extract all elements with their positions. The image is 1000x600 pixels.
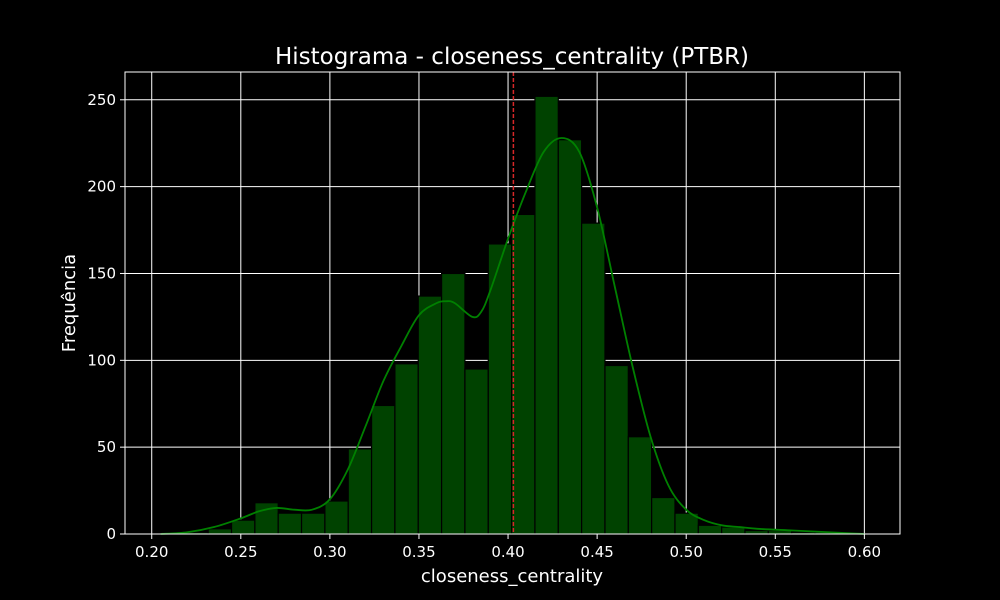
histogram-bar bbox=[511, 213, 536, 535]
histogram-bar bbox=[300, 512, 326, 535]
kde-curve bbox=[160, 137, 865, 535]
histogram-bar bbox=[464, 368, 489, 535]
histogram-bar bbox=[604, 364, 629, 535]
histogram-bar bbox=[557, 139, 583, 535]
histogram-bar bbox=[651, 496, 676, 535]
histogram-bars bbox=[160, 95, 863, 535]
y-tick-label: 50 bbox=[97, 438, 116, 456]
x-tick-label: 0.40 bbox=[491, 543, 524, 561]
histogram-bar bbox=[324, 500, 349, 535]
histogram-bar bbox=[581, 222, 606, 535]
x-tick-label: 0.35 bbox=[402, 543, 435, 561]
histogram-bar bbox=[394, 363, 419, 535]
histogram-bar bbox=[440, 272, 466, 535]
y-axis-title: Frequência bbox=[59, 254, 80, 352]
x-axis-ticks: 0.20 0.25 0.30 0.35 0.40 0.45 0.50 0.55 0.60 bbox=[135, 534, 881, 561]
x-tick-label: 0.20 bbox=[135, 543, 168, 561]
histogram-bar bbox=[744, 529, 769, 535]
plot-frame bbox=[124, 71, 901, 535]
histogram-bar bbox=[207, 528, 233, 535]
x-tick-label: 0.50 bbox=[670, 543, 703, 561]
kde-curve-group bbox=[160, 137, 865, 535]
x-tick-label: 0.30 bbox=[313, 543, 346, 561]
histogram-bar bbox=[417, 295, 443, 535]
x-tick-label: 0.25 bbox=[224, 543, 257, 561]
x-tick-label: 0.60 bbox=[848, 543, 881, 561]
y-tick-label: 150 bbox=[87, 264, 116, 282]
chart-title: Histograma - closeness_centrality (PTBR) bbox=[275, 44, 749, 70]
y-tick-label: 0 bbox=[106, 525, 116, 543]
y-tick-label: 200 bbox=[87, 178, 116, 196]
x-tick-label: 0.55 bbox=[759, 543, 792, 561]
histogram-bar bbox=[370, 404, 396, 535]
axes-frame bbox=[124, 71, 901, 535]
y-tick-label: 250 bbox=[87, 91, 116, 109]
histogram-bar bbox=[697, 524, 723, 535]
x-axis-title: closeness_centrality bbox=[421, 566, 604, 587]
y-tick-label: 100 bbox=[87, 351, 116, 369]
histogram-bar bbox=[230, 519, 256, 535]
histogram-bar bbox=[627, 436, 653, 535]
y-axis-ticks: 0 50 100 150 200 250 bbox=[87, 91, 125, 543]
histogram-bar bbox=[277, 512, 303, 535]
x-tick-label: 0.45 bbox=[580, 543, 613, 561]
